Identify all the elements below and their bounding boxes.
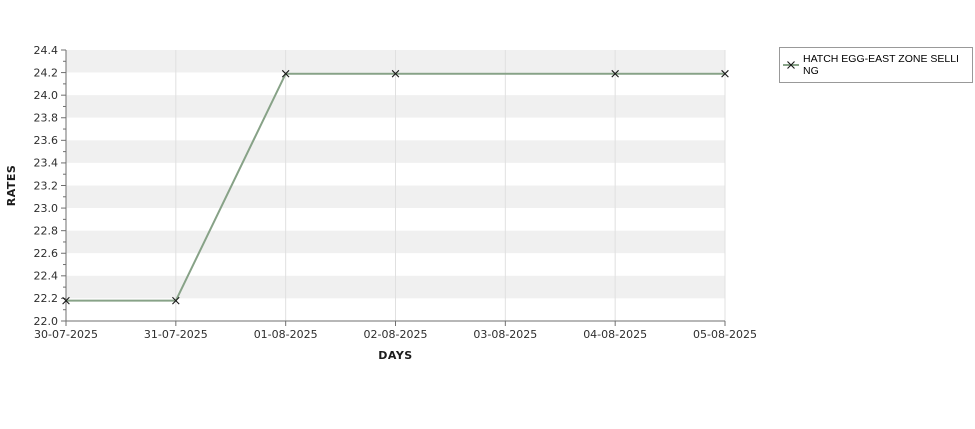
legend-label-line2: NG (803, 65, 819, 77)
data-point-marker (172, 296, 180, 305)
y-axis-tick-label: 23.0 (34, 202, 59, 215)
y-axis-tick-label: 23.2 (34, 179, 59, 192)
y-axis-tick-label: 22.4 (34, 270, 59, 283)
x-axis-tick-label: 05-08-2025 (693, 328, 757, 341)
x-axis-title: DAYS (378, 349, 412, 362)
y-axis-tick-label: 23.4 (34, 157, 59, 170)
y-axis-tick-label: 24.0 (34, 89, 59, 102)
x-axis-tick-label: 30-07-2025 (34, 328, 98, 341)
x-axis-tick-label: 01-08-2025 (254, 328, 318, 341)
legend-series-label: HATCH EGG-EAST ZONE SELLI NG (803, 53, 970, 77)
y-axis-tick-label: 22.0 (34, 315, 59, 328)
series-marker-icon (783, 61, 799, 69)
x-axis-tick-label: 31-07-2025 (144, 328, 208, 341)
data-point-marker (721, 69, 729, 78)
y-axis-tick-label: 22.6 (34, 247, 59, 260)
data-point-marker (281, 69, 290, 78)
data-point-marker (611, 69, 619, 78)
y-axis-tick-label: 23.6 (34, 134, 59, 147)
y-axis-tick-label: 23.8 (34, 112, 59, 125)
series-line (66, 72, 725, 302)
data-point-marker (391, 69, 400, 78)
y-axis-tick-label: 22.2 (34, 292, 59, 305)
x-axis-tick-label: 04-08-2025 (583, 328, 647, 341)
x-axis-tick-label: 03-08-2025 (473, 328, 537, 341)
y-axis-tick-label: 24.4 (34, 44, 59, 57)
y-axis-tick-label: 24.2 (34, 66, 59, 79)
y-axis-tick-label: 22.8 (34, 224, 59, 237)
x-axis-tick-label: 02-08-2025 (364, 328, 428, 341)
legend-label-line1: HATCH EGG-EAST ZONE SELLI (803, 53, 959, 65)
legend: HATCH EGG-EAST ZONE SELLI NG (779, 47, 973, 83)
data-point-marker (62, 296, 70, 305)
y-axis-title: RATES (5, 165, 18, 207)
